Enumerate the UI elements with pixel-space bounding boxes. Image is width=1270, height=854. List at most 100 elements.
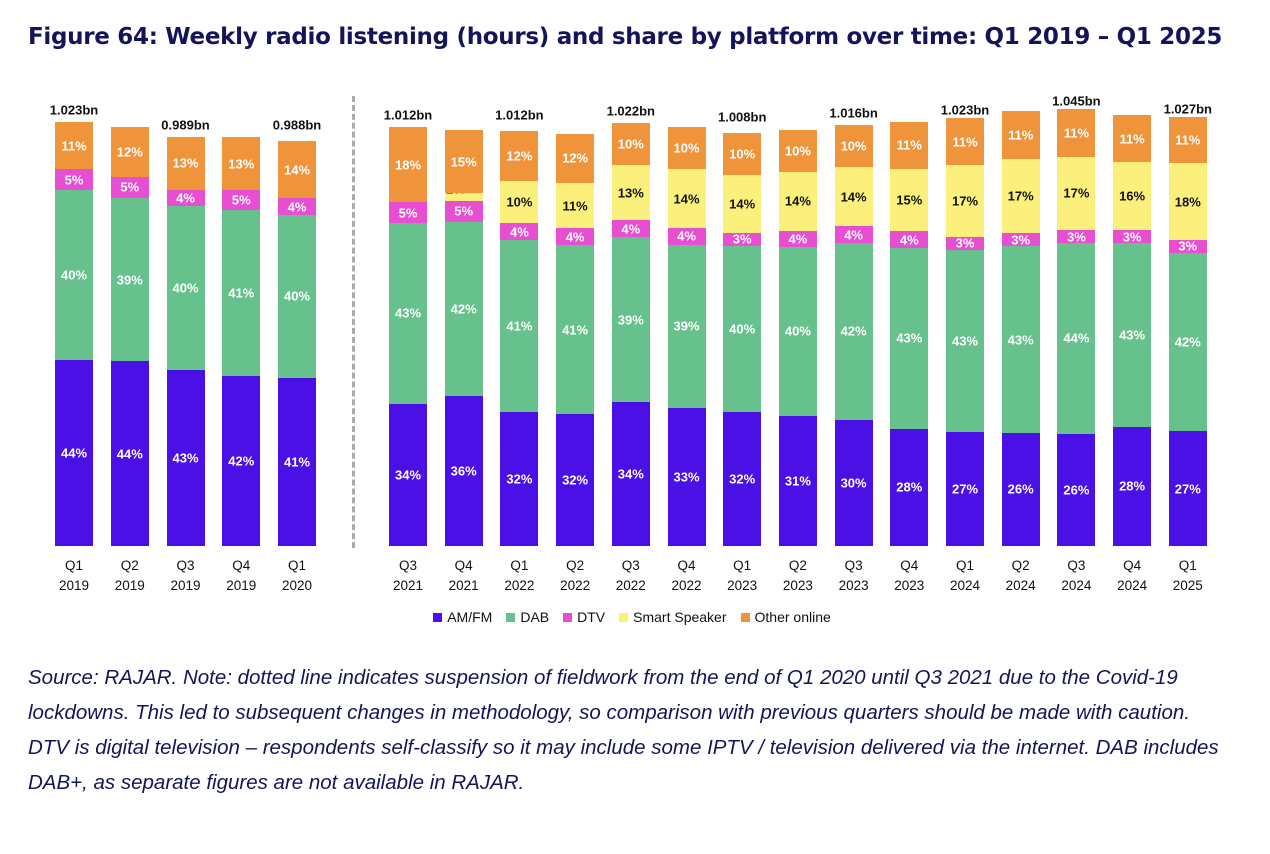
data-label: 40% [784,323,811,339]
bar-segment [834,167,873,227]
data-label: 42% [228,453,255,469]
bar-segment [110,126,149,177]
data-label: 40% [60,267,88,283]
data-label: 11% [1008,127,1034,143]
data-label: 27% [1174,481,1201,497]
bar-segment [55,122,93,170]
data-label: 10% [840,138,867,154]
bar-segment [890,231,929,249]
bar-segment [444,221,483,397]
bar-segment [1113,162,1152,231]
bar-segment [110,361,149,546]
data-label: 33% [673,469,700,485]
x-tick-label: Q1 2020 [281,558,313,593]
data-label: 10% [784,143,811,159]
data-label: 11% [1119,131,1145,147]
data-label: 11% [1063,125,1090,141]
data-label: 5% [120,179,140,195]
bar-segment [1057,109,1096,157]
data-label: 3% [1066,229,1086,245]
data-label: 14% [283,162,311,178]
data-label: 39% [116,272,143,288]
data-label: 43% [1007,332,1034,348]
bar-segment [556,133,595,184]
data-label: 43% [896,330,923,346]
bar-segment [611,220,650,238]
data-label: 13% [228,156,255,172]
data-label: 3% [1122,229,1142,245]
bar-segment [834,419,873,546]
data-label: 14% [840,189,867,205]
bar-segment [110,197,149,362]
bar-segment [166,206,205,370]
bar-segment [1113,426,1152,546]
data-label: 17% [1063,185,1090,201]
data-label: 26% [1063,482,1090,498]
bar-segment [667,227,706,245]
bar-segment [611,237,650,403]
bar-segment [222,137,261,191]
data-label: 32% [562,472,589,488]
data-label: 28% [1119,478,1146,494]
data-label: 41% [228,285,255,301]
data-label: 4% [176,190,195,206]
data-label: 13% [172,155,199,171]
data-label: 41% [562,322,589,338]
legend-swatch [563,612,573,622]
data-label: 40% [172,280,199,296]
bar-segment [389,202,427,224]
x-tick-label: Q4 2022 [671,558,702,593]
bar-segment [500,131,539,182]
bar-segment [946,118,984,165]
bar-segment [611,165,650,221]
data-label: 16% [1119,188,1146,204]
data-label: 26% [1007,481,1034,497]
bar-segment [834,243,873,420]
legend-swatch [506,612,516,622]
data-label: 42% [1174,334,1201,350]
bar-segment [278,198,316,215]
bar-segment [500,223,539,241]
fieldwork-break-line [352,96,355,548]
bar-segment [1001,159,1040,233]
data-label: 5% [64,172,84,188]
bar-segment [444,130,483,193]
total-label: 1.023bn [940,102,990,118]
total-label: 1.027bn [1163,101,1213,117]
data-label: 44% [60,445,88,461]
data-label: 14% [784,193,811,209]
bar-segment [778,415,817,546]
data-label: 15% [450,154,477,170]
total-label: 0.989bn [161,117,210,133]
x-tick-label: Q3 2019 [170,558,201,593]
legend-item: Smart Speaker [619,609,727,625]
data-label: 11% [952,134,978,150]
bar-segment [556,183,595,229]
x-tick-label: Q1 2019 [58,558,90,593]
data-label: 3% [1011,232,1031,248]
data-label: 43% [951,333,979,349]
source-note: Source: RAJAR. Note: dotted line indicat… [28,666,1219,794]
bar-segment [1001,246,1040,433]
bar-segment [222,210,261,377]
legend-item: DTV [563,609,605,625]
data-label: 11% [562,198,588,214]
bar-segment [1113,243,1152,427]
data-label: 3% [1178,238,1198,254]
x-tick-label: Q3 2021 [392,558,424,593]
data-label: 32% [729,471,756,487]
bar-segment [667,244,706,408]
bar-segment [222,190,261,211]
data-label: 34% [617,466,644,482]
data-label: 14% [673,191,700,207]
bar-segment [55,359,93,546]
bar-segment [834,125,873,168]
x-tick-label: Q4 2023 [894,558,925,593]
data-label: 4% [899,232,919,248]
x-tick-label: Q3 2022 [615,558,646,593]
x-tick-label: Q4 2021 [448,558,479,593]
data-label: 3% [732,231,752,247]
data-label: 41% [506,318,533,334]
bar-segment [1168,116,1207,164]
bar-segment [1057,433,1096,546]
